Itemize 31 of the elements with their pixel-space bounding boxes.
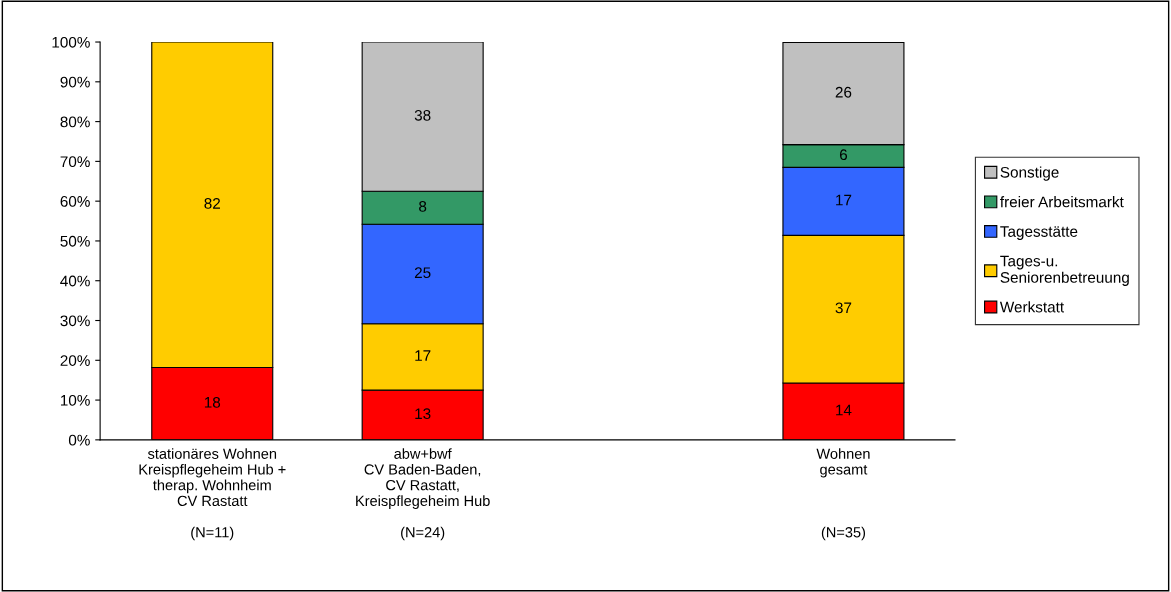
data-label: 8: [419, 201, 427, 212]
data-label: 13: [415, 408, 431, 420]
y-tick-label: 100%: [52, 36, 90, 48]
legend-label: Werkstatt: [999, 301, 1064, 313]
data-label: 38: [414, 109, 431, 121]
y-tick-label: 60%: [60, 196, 90, 207]
data-label: 37: [835, 302, 852, 314]
y-tick-label: 30%: [60, 315, 90, 327]
category-label: Wohnen gesamt (N=35): [816, 448, 870, 541]
data-label: 25: [414, 267, 431, 279]
legend-label: Tagesstätte: [1000, 226, 1078, 240]
category-label: abw+bwf CV Baden-Baden, CV Rastatt, Kreispflegeheim Hub (N=24): [356, 448, 490, 541]
y-tick-label: 70%: [60, 156, 90, 168]
data-label: 6: [839, 149, 848, 161]
legend-label: Tages-u. Seniorenbetreuung: [1000, 255, 1129, 286]
y-tick-label: 40%: [60, 275, 90, 287]
legend-label: freier Arbeitsmarkt: [1000, 196, 1124, 208]
y-tick-label: 80%: [60, 116, 90, 128]
data-label: 17: [836, 194, 852, 206]
y-tick-label: 50%: [60, 235, 90, 247]
y-tick-label: 20%: [60, 355, 90, 366]
y-tick-label: 0%: [68, 434, 90, 446]
y-tick-label: 90%: [60, 76, 90, 88]
data-label: 14: [836, 404, 852, 416]
data-label: 18: [204, 396, 221, 408]
data-label: 17: [415, 350, 431, 361]
y-tick-label: 10%: [60, 394, 90, 406]
data-label: 82: [204, 198, 220, 209]
data-label: 26: [835, 86, 852, 98]
legend-label: Sonstige: [1000, 166, 1059, 181]
category-label: stationäres Wohnen Kreispflegeheim Hub + therap. Wohnheim CV Rastatt (N=11): [139, 448, 286, 541]
